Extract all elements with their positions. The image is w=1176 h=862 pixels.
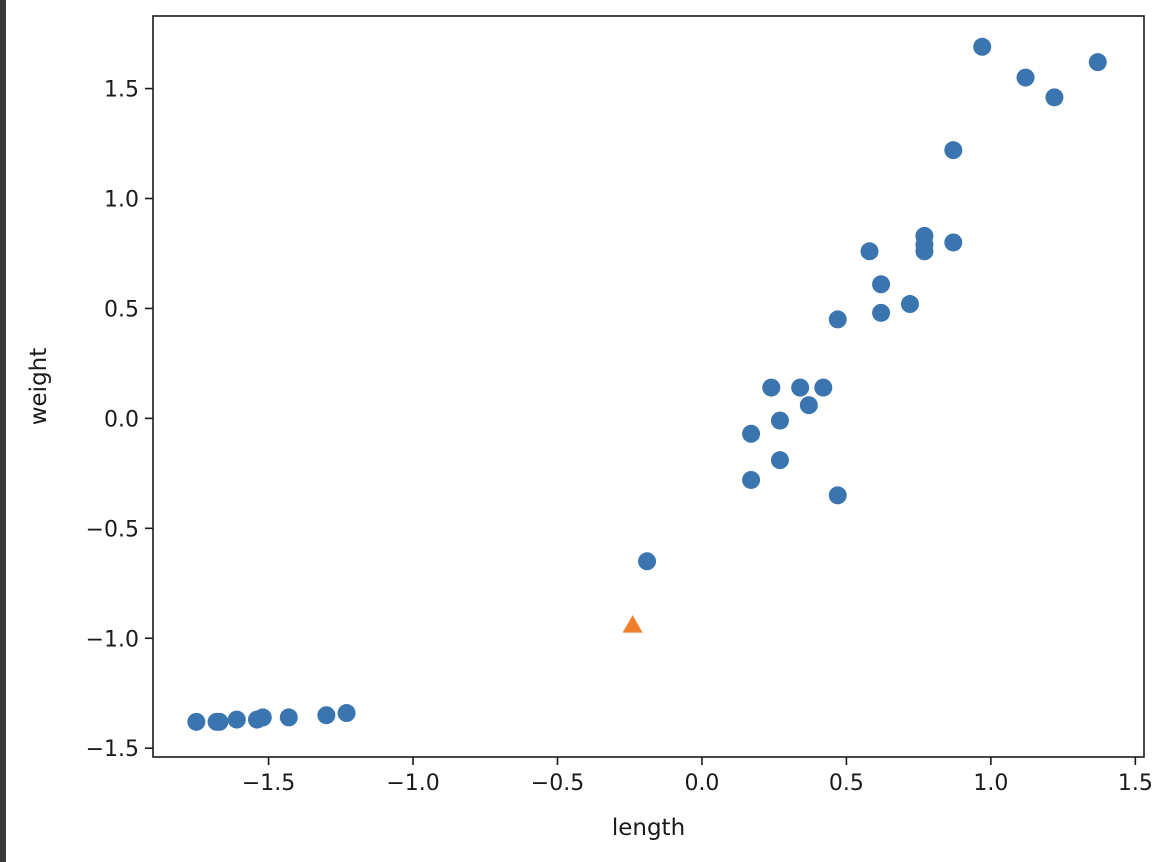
y-tick-label: 1.5 bbox=[104, 78, 139, 103]
scatter-point bbox=[828, 310, 847, 329]
x-axis-label: length bbox=[612, 815, 685, 841]
x-tick-label: 0.0 bbox=[684, 771, 719, 796]
y-axis-label: weight bbox=[26, 348, 52, 426]
scatter-point bbox=[227, 710, 246, 729]
x-axis: −1.5 −1.0 −0.5 0.0 0.5 1.0 1.5 bbox=[242, 757, 1153, 796]
scatter-point bbox=[337, 704, 356, 723]
triangle-point bbox=[622, 615, 643, 633]
y-axis: −1.5 −1.0 −0.5 0.0 0.5 1.0 1.5 bbox=[86, 78, 153, 762]
x-tick-label: 0.5 bbox=[829, 771, 864, 796]
scatter-point bbox=[915, 242, 934, 261]
scatter-point bbox=[187, 712, 206, 731]
scatter-point bbox=[770, 451, 789, 470]
points-layer bbox=[187, 37, 1107, 731]
x-tick-label: −1.5 bbox=[242, 771, 295, 796]
y-tick-label: 1.0 bbox=[104, 188, 139, 213]
y-tick-label: −0.5 bbox=[86, 517, 139, 542]
plot-frame bbox=[152, 15, 1145, 758]
scatter-point bbox=[742, 470, 761, 489]
x-tick-label: −0.5 bbox=[531, 771, 584, 796]
y-tick-label: 0.0 bbox=[104, 407, 139, 432]
scatter-point bbox=[253, 708, 272, 727]
scatter-point bbox=[1088, 53, 1107, 72]
y-tick-label: 0.5 bbox=[104, 297, 139, 322]
scatter-point bbox=[799, 396, 818, 415]
scatter-point bbox=[860, 242, 879, 261]
scatter-point bbox=[944, 233, 963, 252]
scatter-point bbox=[770, 411, 789, 430]
scatter-point bbox=[872, 275, 891, 294]
scatter-point bbox=[742, 424, 761, 443]
scatter-point bbox=[973, 37, 992, 56]
scatter-point bbox=[872, 303, 891, 322]
scatter-point bbox=[791, 378, 810, 397]
x-tick-label: −1.0 bbox=[386, 771, 439, 796]
scatter-point bbox=[814, 378, 833, 397]
scatter-point bbox=[1045, 88, 1064, 107]
scatter-point bbox=[210, 712, 229, 731]
scatter-point bbox=[944, 141, 963, 160]
y-tick-label: −1.0 bbox=[86, 627, 139, 652]
y-tick-label: −1.5 bbox=[86, 737, 139, 762]
scatter-point bbox=[762, 378, 781, 397]
scatter-point bbox=[317, 706, 336, 725]
x-tick-label: 1.0 bbox=[973, 771, 1008, 796]
scatter-point bbox=[828, 486, 847, 505]
scatter-point bbox=[638, 552, 657, 571]
window-edge bbox=[0, 0, 6, 862]
scatter-point bbox=[1016, 68, 1035, 87]
scatter-point bbox=[900, 295, 919, 314]
x-tick-label: 1.5 bbox=[1118, 771, 1153, 796]
scatter-point bbox=[279, 708, 298, 727]
